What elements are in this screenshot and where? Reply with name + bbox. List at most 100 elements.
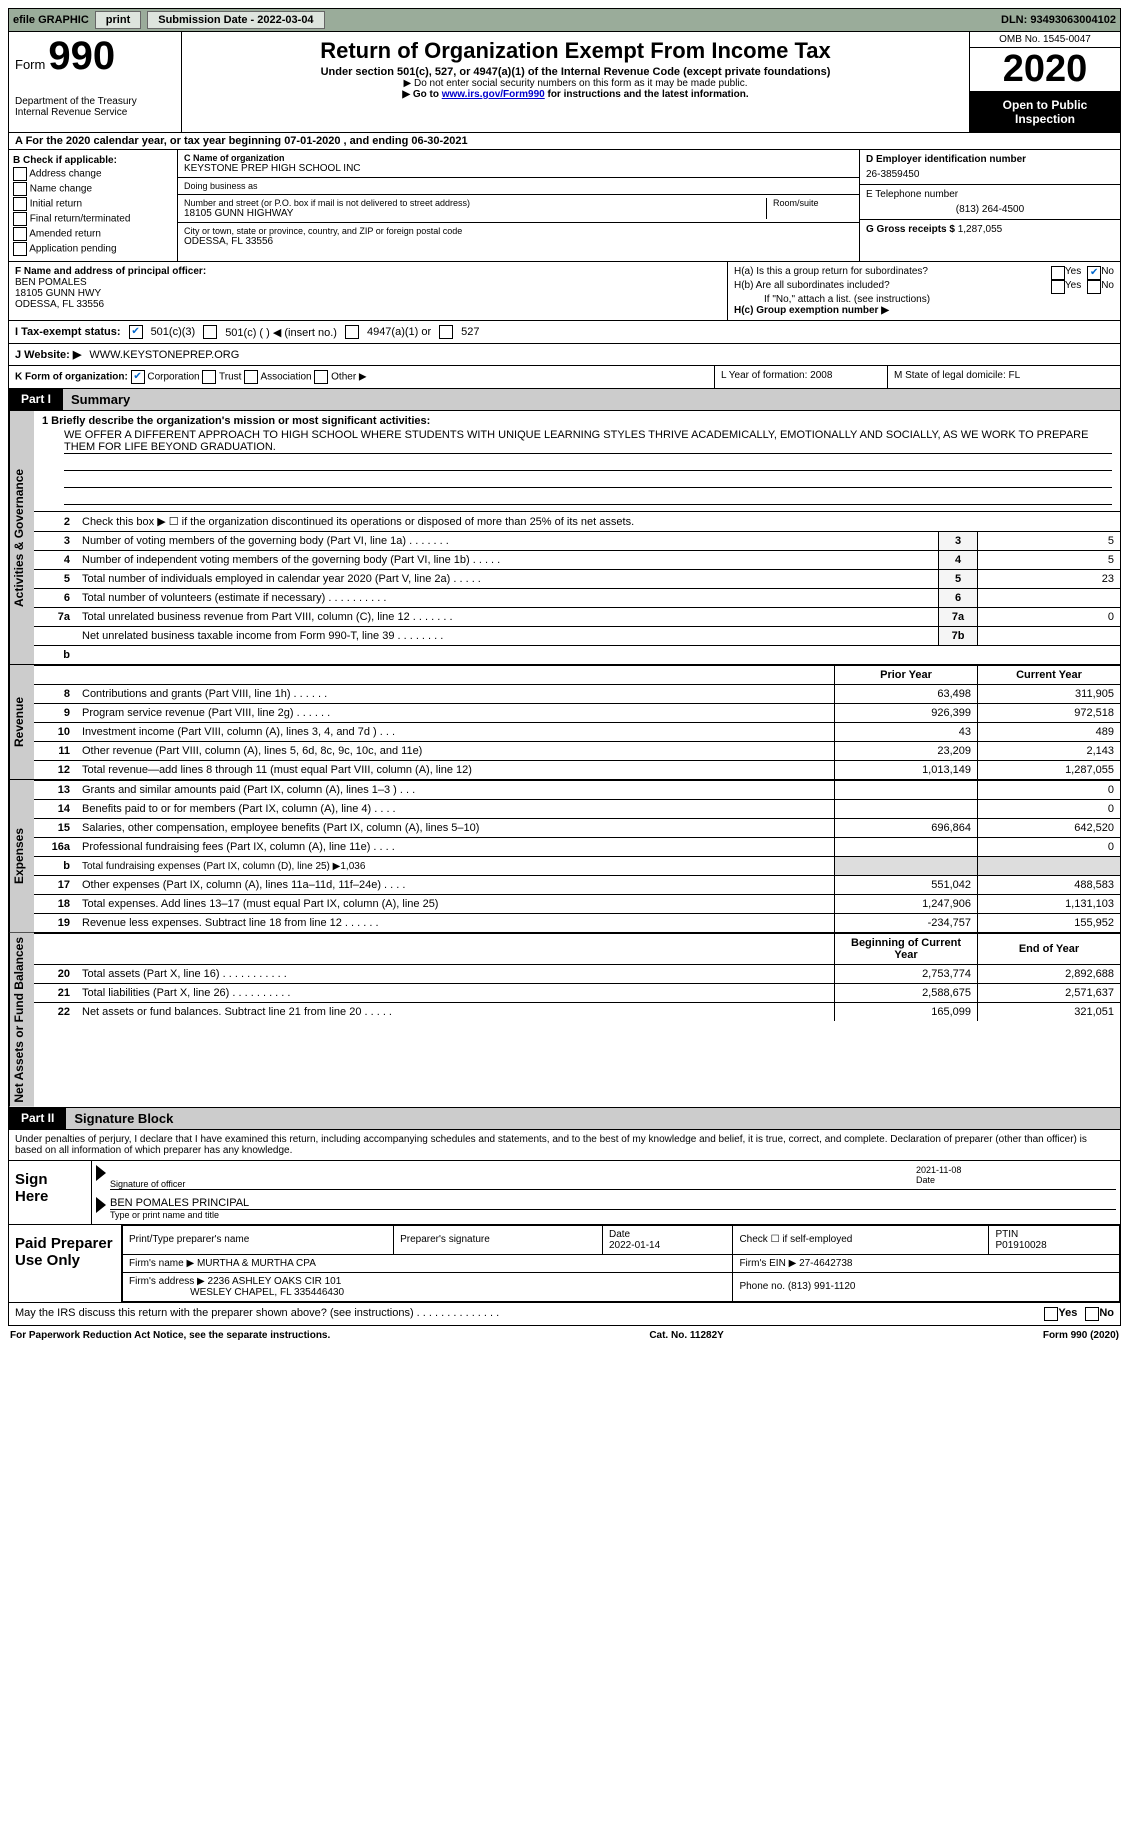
ck-501c[interactable] — [203, 325, 217, 339]
table-row: bTotal fundraising expenses (Part IX, co… — [34, 857, 1120, 876]
discuss-yes[interactable] — [1044, 1307, 1058, 1321]
table-row: 20Total assets (Part X, line 16) . . . .… — [34, 965, 1120, 984]
dln: DLN: 93493063004102 — [1001, 14, 1116, 26]
ck-corp[interactable]: ✔ — [131, 370, 145, 384]
arrow-icon — [96, 1197, 106, 1213]
hb-no[interactable] — [1087, 280, 1101, 294]
table-row: 21Total liabilities (Part X, line 26) . … — [34, 984, 1120, 1003]
section-revenue: Revenue Prior Year Current Year 8Contrib… — [8, 665, 1121, 780]
row-i: I Tax-exempt status: ✔501(c)(3) 501(c) (… — [8, 321, 1121, 344]
row-a-tax-year: A For the 2020 calendar year, or tax yea… — [8, 133, 1121, 150]
dept-label: Department of the Treasury Internal Reve… — [15, 96, 175, 118]
box-c: C Name of organization KEYSTONE PREP HIG… — [178, 150, 859, 261]
checkbox-amended[interactable] — [13, 227, 27, 241]
part2-header: Part II Signature Block — [8, 1108, 1121, 1130]
ck-501c3[interactable]: ✔ — [129, 325, 143, 339]
page-footer: For Paperwork Reduction Act Notice, see … — [8, 1326, 1121, 1345]
checkbox-address-change[interactable] — [13, 167, 27, 181]
section-governance: Activities & Governance 1 Briefly descri… — [8, 411, 1121, 665]
box-f: F Name and address of principal officer:… — [9, 262, 728, 320]
return-title: Return of Organization Exempt From Incom… — [186, 38, 965, 64]
form-header: Form 990 Department of the Treasury Inte… — [8, 32, 1121, 133]
ein: 26-3859450 — [866, 169, 1114, 180]
may-irs-discuss: May the IRS discuss this return with the… — [15, 1307, 1044, 1321]
box-h: H(a) Is this a group return for subordin… — [728, 262, 1120, 320]
table-row: 3Number of voting members of the governi… — [34, 532, 1120, 551]
section-netassets: Net Assets or Fund Balances Beginning of… — [8, 933, 1121, 1108]
signature-block: Under penalties of perjury, I declare th… — [8, 1130, 1121, 1326]
omb-number: OMB No. 1545-0047 — [970, 32, 1120, 48]
sign-here-label: Sign Here — [9, 1161, 92, 1224]
table-row: 7aTotal unrelated business revenue from … — [34, 608, 1120, 627]
governance-table: 2Check this box ▶ ☐ if the organization … — [34, 511, 1120, 664]
expenses-table: 13Grants and similar amounts paid (Part … — [34, 780, 1120, 932]
box-b: B Check if applicable: Address change Na… — [9, 150, 178, 261]
table-row: 19Revenue less expenses. Subtract line 1… — [34, 914, 1120, 933]
org-street: 18105 GUNN HIGHWAY — [184, 208, 766, 219]
part1-header: Part I Summary — [8, 389, 1121, 411]
ha-yes[interactable] — [1051, 266, 1065, 280]
ck-527[interactable] — [439, 325, 453, 339]
efile-label: efile GRAPHIC — [13, 14, 89, 26]
form-title-block: Return of Organization Exempt From Incom… — [182, 32, 969, 132]
table-row: 13Grants and similar amounts paid (Part … — [34, 781, 1120, 800]
table-row: 18Total expenses. Add lines 13–17 (must … — [34, 895, 1120, 914]
org-city: ODESSA, FL 33556 — [184, 236, 853, 247]
checkbox-name-change[interactable] — [13, 182, 27, 196]
table-row: 15Salaries, other compensation, employee… — [34, 819, 1120, 838]
penalties-text: Under penalties of perjury, I declare th… — [9, 1130, 1120, 1160]
table-row: 10Investment income (Part VIII, column (… — [34, 723, 1120, 742]
row-fh: F Name and address of principal officer:… — [8, 262, 1121, 321]
ck-trust[interactable] — [202, 370, 216, 384]
table-row: 5Total number of individuals employed in… — [34, 570, 1120, 589]
mission-block: 1 Briefly describe the organization's mi… — [34, 411, 1120, 511]
row-klm: K Form of organization: ✔ Corporation Tr… — [8, 366, 1121, 389]
discuss-no[interactable] — [1085, 1307, 1099, 1321]
print-button[interactable]: print — [95, 11, 141, 29]
netassets-table: Beginning of Current Year End of Year 20… — [34, 933, 1120, 1021]
table-row: 9Program service revenue (Part VIII, lin… — [34, 704, 1120, 723]
submission-date: Submission Date - 2022-03-04 — [147, 11, 324, 29]
revenue-table: Prior Year Current Year 8Contributions a… — [34, 665, 1120, 779]
tab-governance: Activities & Governance — [9, 411, 34, 664]
table-row: Net unrelated business taxable income fr… — [34, 627, 1120, 646]
state-domicile: M State of legal domicile: FL — [888, 366, 1120, 388]
tab-netassets: Net Assets or Fund Balances — [9, 933, 34, 1107]
ck-other[interactable] — [314, 370, 328, 384]
year-formation: L Year of formation: 2008 — [715, 366, 888, 388]
paid-preparer-label: Paid Preparer Use Only — [9, 1225, 122, 1302]
checkbox-pending[interactable] — [13, 242, 27, 256]
table-row: 22Net assets or fund balances. Subtract … — [34, 1003, 1120, 1022]
website: WWW.KEYSTONEPREP.ORG — [89, 349, 239, 361]
ck-assoc[interactable] — [244, 370, 258, 384]
table-row: 17Other expenses (Part IX, column (A), l… — [34, 876, 1120, 895]
table-row: 14Benefits paid to or for members (Part … — [34, 800, 1120, 819]
room-suite: Room/suite — [766, 198, 853, 219]
irs-link[interactable]: www.irs.gov/Form990 — [442, 89, 545, 100]
form-year-block: OMB No. 1545-0047 2020 Open to Public In… — [969, 32, 1120, 132]
phone: (813) 264-4500 — [866, 204, 1114, 215]
checkbox-final[interactable] — [13, 212, 27, 226]
row-j: J Website: ▶ WWW.KEYSTONEPREP.ORG — [8, 344, 1121, 366]
tab-revenue: Revenue — [9, 665, 34, 779]
section-expenses: Expenses 13Grants and similar amounts pa… — [8, 780, 1121, 933]
gross-receipts: 1,287,055 — [958, 224, 1003, 235]
ck-4947[interactable] — [345, 325, 359, 339]
org-name: KEYSTONE PREP HIGH SCHOOL INC — [184, 163, 853, 174]
table-row: 4Number of independent voting members of… — [34, 551, 1120, 570]
tab-expenses: Expenses — [9, 780, 34, 932]
table-row: 16aProfessional fundraising fees (Part I… — [34, 838, 1120, 857]
public-inspection: Open to Public Inspection — [970, 92, 1120, 132]
preparer-table: Print/Type preparer's name Preparer's si… — [122, 1225, 1120, 1302]
table-row: 6Total number of volunteers (estimate if… — [34, 589, 1120, 608]
table-row: 12Total revenue—add lines 8 through 11 (… — [34, 761, 1120, 780]
form-number-block: Form 990 Department of the Treasury Inte… — [9, 32, 182, 132]
checkbox-initial[interactable] — [13, 197, 27, 211]
hb-yes[interactable] — [1051, 280, 1065, 294]
top-bar: efile GRAPHIC print Submission Date - 20… — [8, 8, 1121, 32]
ha-no[interactable]: ✔ — [1087, 266, 1101, 280]
org-info-block: B Check if applicable: Address change Na… — [8, 150, 1121, 262]
table-row: 11Other revenue (Part VIII, column (A), … — [34, 742, 1120, 761]
box-deg: D Employer identification number 26-3859… — [859, 150, 1120, 261]
mission-text: WE OFFER A DIFFERENT APPROACH TO HIGH SC… — [64, 429, 1112, 454]
